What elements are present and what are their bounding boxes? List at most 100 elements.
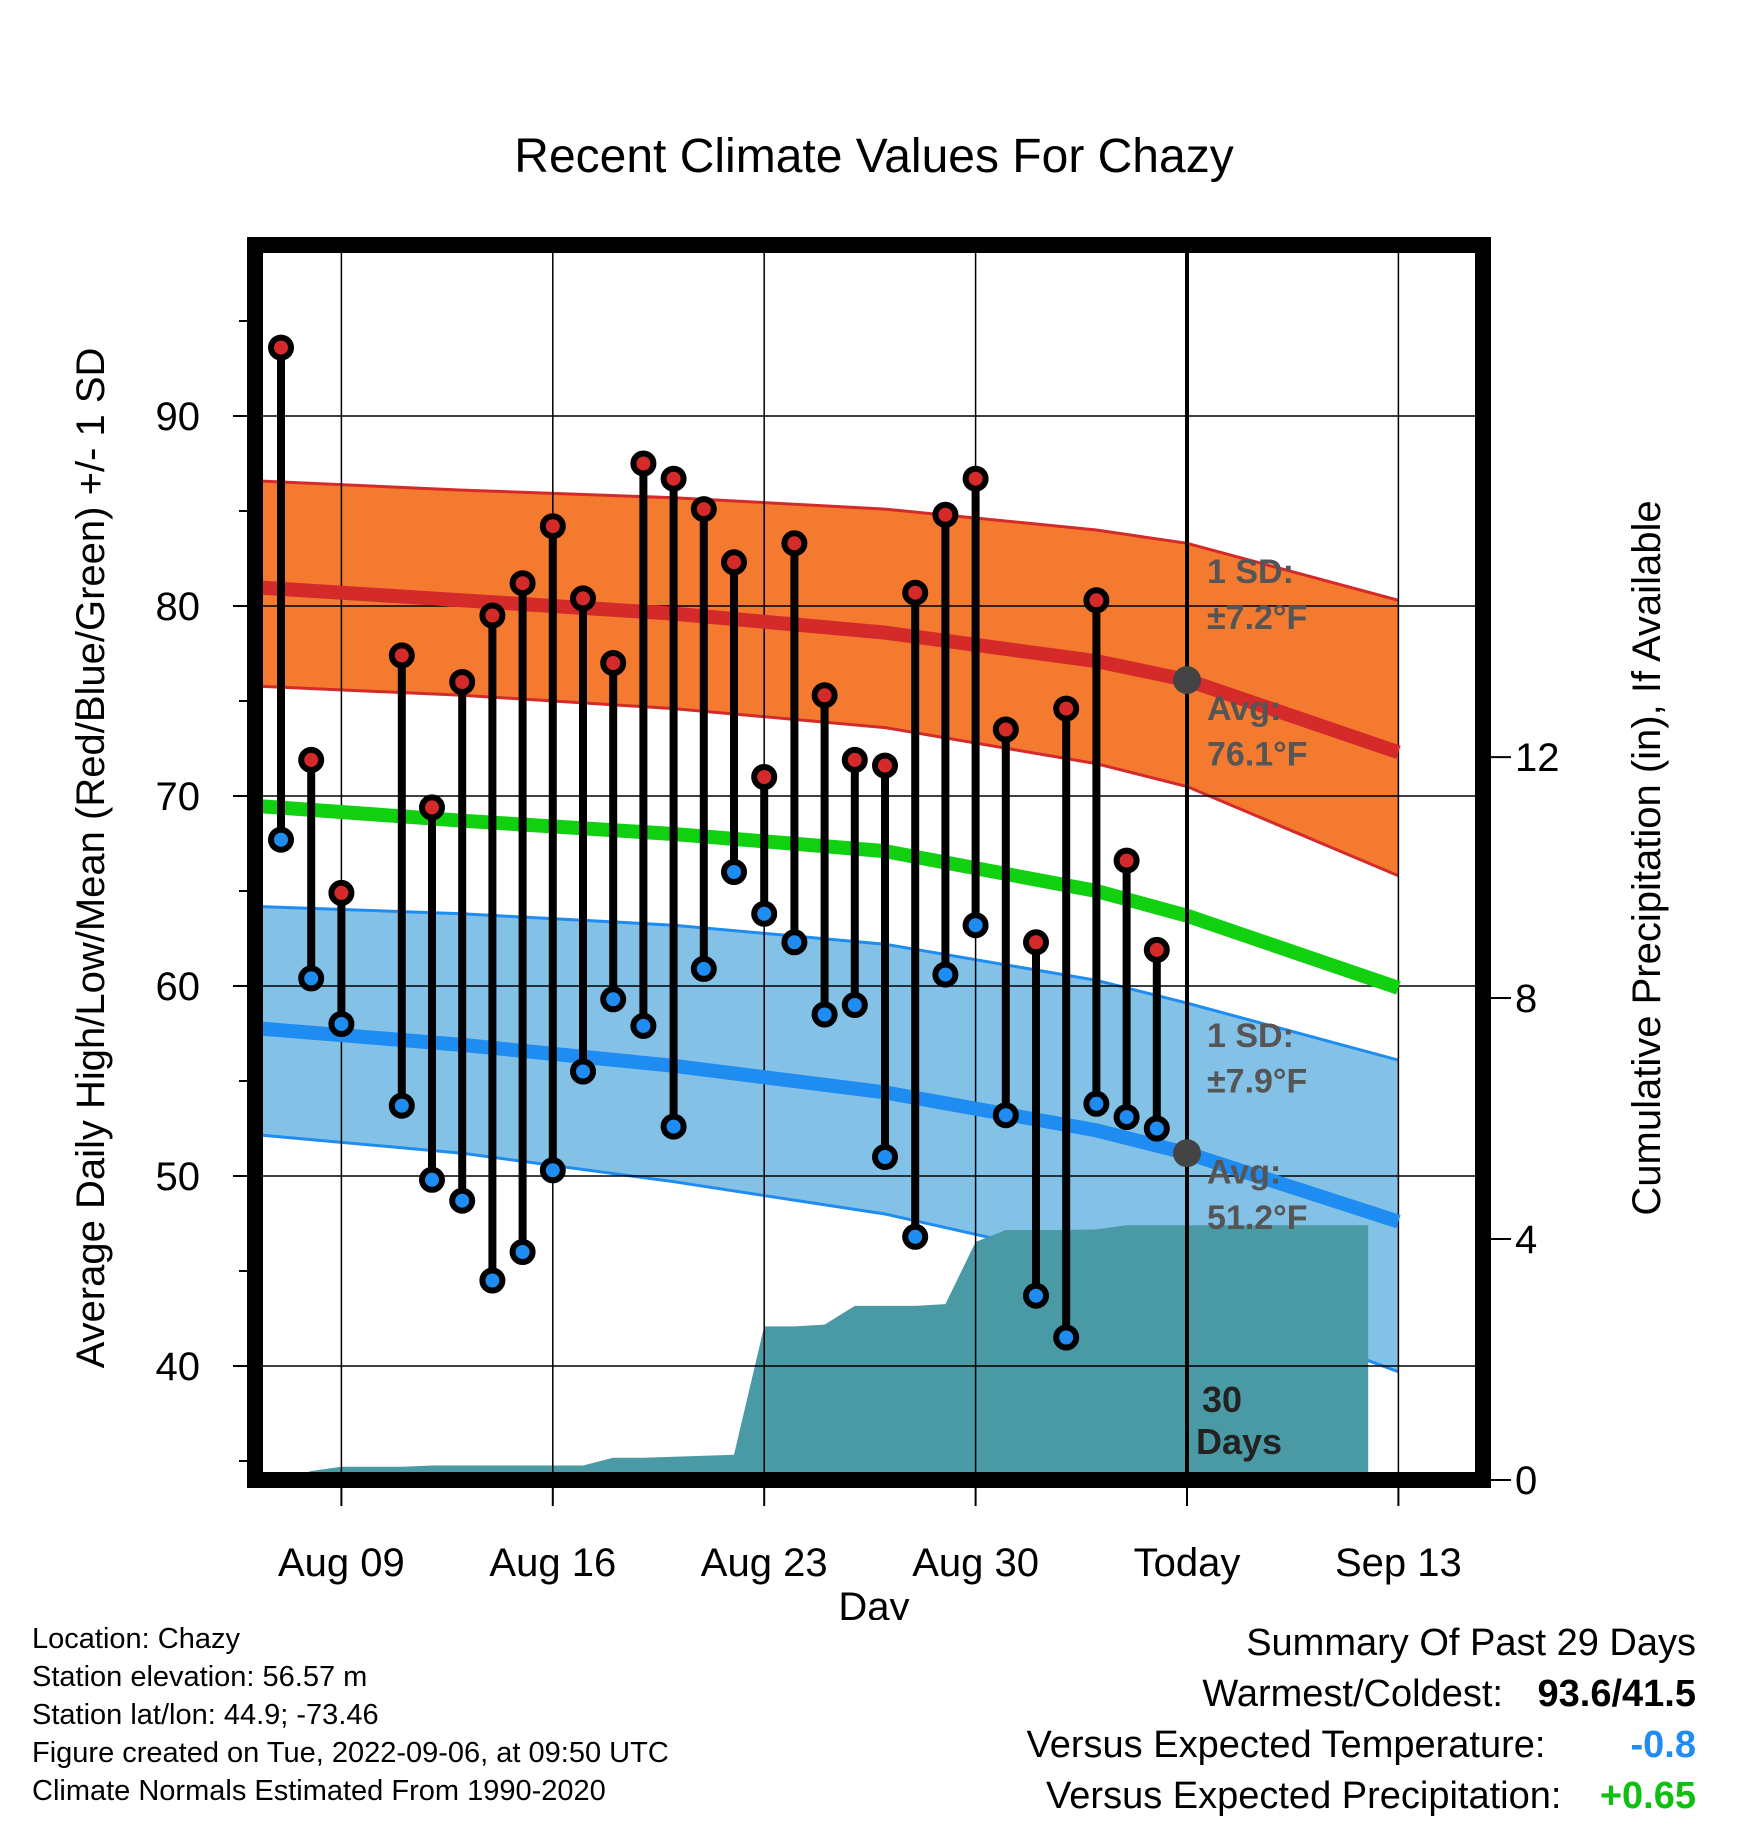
x-tick-label: Aug 16 xyxy=(489,1541,616,1585)
summary-warm-cold-row: Warmest/Coldest: 93.6/41.5 xyxy=(1027,1669,1696,1720)
y-right-tick-label: 8 xyxy=(1515,977,1537,1021)
daily-high-point xyxy=(328,879,355,906)
warm-cold-label: Warmest/Coldest: xyxy=(1202,1673,1503,1715)
y-left-tick-label: 40 xyxy=(156,1345,201,1389)
daily-high-point xyxy=(751,764,778,790)
x-tick-label: Today xyxy=(1134,1541,1241,1585)
y-left-tick-label: 80 xyxy=(156,585,201,629)
daily-low-point xyxy=(932,961,959,988)
daily-low-point xyxy=(841,992,868,1018)
low-avg-label: Avg: xyxy=(1207,1154,1281,1192)
daily-high-point xyxy=(539,513,566,540)
daily-low-point xyxy=(902,1223,929,1250)
daily-high-point xyxy=(781,530,808,557)
daily-low-point xyxy=(449,1187,476,1214)
daily-high-point xyxy=(962,465,989,492)
summary-panel: Summary Of Past 29 Days Warmest/Coldest:… xyxy=(1027,1618,1696,1822)
today-days-label: 30 Days xyxy=(1196,1379,1282,1462)
low-sd-value: ±7.9°F xyxy=(1207,1062,1307,1100)
low-sd-label: 1 SD: xyxy=(1207,1017,1294,1055)
daily-high-point xyxy=(932,501,959,528)
temp-departure-value: -0.8 xyxy=(1630,1724,1696,1766)
y-axis-label-right: Cumulative Precipitation (in), If Availa… xyxy=(1625,500,1669,1215)
daily-low-point xyxy=(1143,1115,1170,1142)
daily-low-point xyxy=(570,1058,596,1085)
daily-high-point xyxy=(811,682,838,709)
daily-high-point xyxy=(1023,929,1049,956)
normals-period: Climate Normals Estimated From 1990-2020 xyxy=(32,1775,606,1807)
today-high-normal-dot xyxy=(1173,666,1201,695)
daily-high-point xyxy=(721,549,747,576)
daily-high-point xyxy=(872,752,898,779)
daily-low-point xyxy=(872,1144,898,1170)
daily-low-point xyxy=(388,1092,415,1119)
daily-high-point xyxy=(1143,936,1170,963)
daily-low-point xyxy=(1083,1090,1110,1117)
summary-title: Summary Of Past 29 Days xyxy=(1246,1622,1696,1664)
y-left-tick-label: 50 xyxy=(156,1155,201,1199)
station-latlon: Station lat/lon: 44.9; -73.46 xyxy=(32,1699,379,1731)
daily-high-point xyxy=(1053,695,1080,722)
daily-low-point xyxy=(1023,1282,1049,1309)
daily-low-point xyxy=(992,1102,1019,1129)
precip-departure-value: +0.65 xyxy=(1599,1775,1696,1817)
figure-created: Figure created on Tue, 2022-09-06, at 09… xyxy=(32,1737,669,1769)
x-tick-label: Aug 23 xyxy=(701,1541,828,1585)
x-axis-label: Day xyxy=(838,1585,909,1620)
daily-low-point xyxy=(811,1001,838,1028)
daily-low-point xyxy=(479,1267,506,1294)
summary-precip-row: Versus Expected Precipitation: +0.65 xyxy=(1027,1771,1696,1822)
high-sd-value: ±7.2°F xyxy=(1207,599,1307,637)
station-info: Location: Chazy Station elevation: 56.57… xyxy=(32,1620,669,1810)
daily-low-point xyxy=(298,965,325,992)
high-avg-value: 76.1°F xyxy=(1207,736,1308,774)
daily-high-point xyxy=(690,496,717,523)
daily-low-point xyxy=(268,826,294,853)
daily-low-point xyxy=(660,1113,687,1140)
daily-low-point xyxy=(419,1166,445,1193)
temp-departure-label: Versus Expected Temperature: xyxy=(1026,1724,1546,1766)
high-avg-label: Avg: xyxy=(1207,690,1281,728)
daily-high-point xyxy=(600,650,627,676)
summary-temp-row: Versus Expected Temperature: -0.8 xyxy=(1027,1720,1696,1771)
daily-high-point xyxy=(479,602,506,629)
y-left-tick-label: 70 xyxy=(156,775,201,819)
daily-low-point xyxy=(509,1239,536,1265)
daily-low-point xyxy=(690,955,717,982)
daily-low-point xyxy=(600,986,627,1013)
y-axis-label-left: Average Daily High/Low/Mean (Red/Blue/Gr… xyxy=(69,348,113,1369)
daily-high-point xyxy=(660,465,687,492)
precip-departure-label: Versus Expected Precipitation: xyxy=(1046,1775,1562,1817)
y-right-tick-label: 4 xyxy=(1515,1218,1537,1262)
y-left-tick-label: 90 xyxy=(156,395,201,439)
daily-high-point xyxy=(570,585,596,612)
daily-low-point xyxy=(1113,1104,1140,1131)
climate-chart: Recent Climate Values For Chazy 1 SD: ±7.… xyxy=(69,130,1669,1620)
daily-low-point xyxy=(630,1012,657,1039)
daily-high-point xyxy=(902,579,929,606)
plot-frame xyxy=(247,237,1491,1488)
daily-high-point xyxy=(841,746,868,773)
daily-low-point xyxy=(539,1157,566,1184)
daily-high-point xyxy=(449,669,476,695)
daily-low-point xyxy=(751,900,778,927)
daily-high-point xyxy=(1083,587,1110,614)
x-tick-label: Sep 13 xyxy=(1335,1541,1462,1585)
y-right-tick-label: 0 xyxy=(1515,1459,1537,1503)
station-elevation: Station elevation: 56.57 m xyxy=(32,1661,368,1693)
daily-high-point xyxy=(298,746,325,773)
high-sd-band xyxy=(250,480,1399,876)
daily-high-point xyxy=(630,450,657,477)
daily-high-point xyxy=(509,570,536,597)
daily-low-point xyxy=(781,929,808,956)
y-right-tick-label: 12 xyxy=(1515,736,1560,780)
low-avg-value: 51.2°F xyxy=(1207,1199,1308,1237)
daily-high-point xyxy=(992,716,1019,743)
daily-high-point xyxy=(1113,847,1140,874)
today-low-normal-dot xyxy=(1173,1139,1201,1168)
chart-title: Recent Climate Values For Chazy xyxy=(514,130,1233,183)
daily-high-point xyxy=(268,334,294,361)
x-tick-label: Aug 09 xyxy=(278,1541,405,1585)
daily-low-point xyxy=(962,912,989,939)
y-left-tick-label: 60 xyxy=(156,965,201,1009)
